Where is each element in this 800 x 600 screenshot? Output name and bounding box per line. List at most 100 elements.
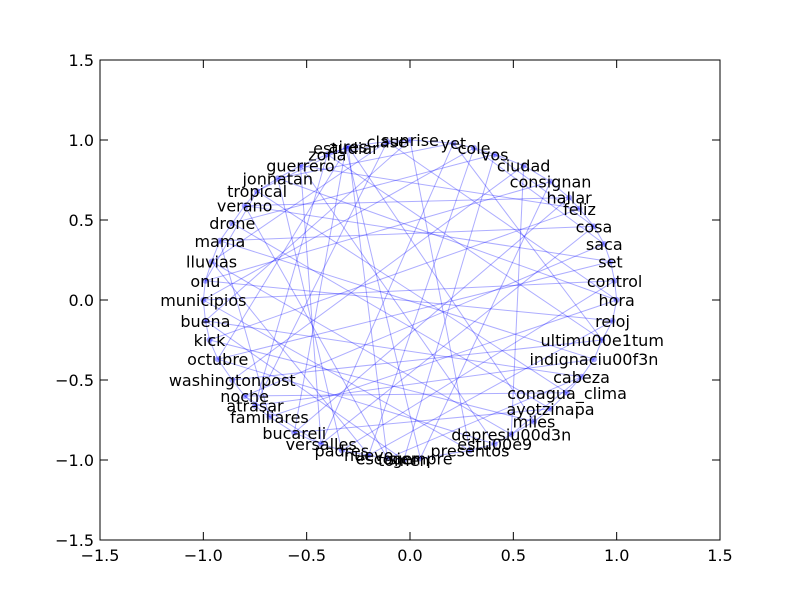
node-6: [520, 162, 527, 169]
edge-51: [345, 147, 421, 459]
node-14: [613, 297, 620, 303]
edge-109: [345, 146, 349, 149]
edge-73: [614, 280, 618, 301]
node-15: [609, 317, 616, 324]
edge-58: [219, 240, 270, 417]
node-24: [466, 447, 473, 454]
edge-88: [341, 449, 369, 456]
node-1: [384, 138, 391, 145]
edge-49: [300, 165, 496, 445]
node-10: [590, 223, 597, 230]
edge-42: [244, 392, 568, 397]
node-label-28: nuevo: [344, 446, 393, 465]
node-label-39: municipios: [160, 291, 246, 310]
edge-70: [593, 226, 605, 245]
edge-41: [205, 320, 582, 378]
node-2: [407, 137, 413, 143]
node-7: [547, 178, 554, 185]
edge-76: [593, 339, 603, 360]
edge-79: [550, 392, 568, 410]
x-tick-label-5: 1.0: [604, 546, 629, 565]
edge-8: [205, 139, 411, 322]
edge-52: [205, 320, 405, 461]
edge-4: [254, 141, 388, 406]
node-label-29: padres: [315, 441, 370, 460]
edge-29: [244, 205, 611, 263]
node-label-9: feliz: [563, 200, 596, 219]
edge-98: [202, 299, 206, 321]
node-label-34: noche: [220, 387, 269, 406]
edge-59: [254, 154, 328, 406]
edge-78: [566, 376, 582, 394]
edge-27: [244, 243, 605, 397]
node-32: [266, 413, 273, 420]
node-label-33: atrasar: [226, 397, 284, 416]
node-27: [384, 455, 391, 462]
edge-39: [219, 240, 595, 360]
node-label-11: saca: [586, 235, 623, 254]
node-label-43: drone: [209, 214, 255, 233]
edge-21: [293, 197, 570, 434]
edge-43: [256, 190, 568, 394]
node-19: [564, 389, 571, 396]
node-label-17: indignaciu00f3n: [529, 350, 658, 369]
y-tick-label-3: 0.0: [69, 291, 94, 310]
edge-86: [387, 457, 404, 461]
edge-69: [579, 208, 595, 227]
node-label-45: tropical: [227, 182, 287, 201]
node-label-20: ayotzinapa: [506, 400, 594, 419]
edge-47: [211, 261, 512, 435]
node-label-30: versalles: [286, 435, 357, 454]
edge-9: [453, 142, 603, 341]
edge-24: [300, 165, 580, 210]
node-label-35: washingtonpost: [169, 371, 296, 390]
y-tick-label-2: −0.5: [55, 371, 94, 390]
edge-93: [244, 395, 256, 406]
node-label-1: clase: [367, 133, 408, 152]
edge-33: [277, 177, 617, 301]
node-label-15: reloj: [595, 312, 630, 331]
x-tick-label-2: −0.5: [287, 546, 326, 565]
node-46: [274, 175, 281, 182]
edge-90: [294, 432, 322, 445]
node-label-38: buena: [180, 312, 230, 331]
node-label-36: octubre: [187, 350, 248, 369]
edge-56: [299, 165, 322, 445]
edge-91: [269, 416, 295, 434]
edge-81: [511, 421, 535, 435]
node-37: [206, 337, 213, 343]
node-label-3: yet: [441, 134, 467, 153]
node-label-14: hora: [599, 291, 635, 310]
node-label-46: jonnatan: [241, 169, 313, 188]
edge-57: [293, 147, 347, 433]
edge-26: [219, 225, 594, 242]
y-tick-label-0: −1.5: [55, 531, 94, 550]
node-49: [342, 145, 349, 151]
node-26: [400, 457, 407, 463]
edge-103: [231, 205, 246, 224]
x-tick-label-6: 1.5: [707, 546, 732, 565]
node-label-31: bucareli: [262, 424, 326, 443]
edge-7: [409, 139, 471, 451]
node-4: [471, 145, 478, 151]
edge-23: [209, 208, 580, 341]
edge-66: [523, 165, 551, 183]
edge-104: [244, 190, 258, 206]
node-label-5: vos: [481, 145, 509, 164]
edge-83: [469, 443, 495, 451]
node-30: [318, 441, 325, 447]
edge-13: [368, 147, 475, 456]
node-label-41: lluvias: [186, 253, 237, 272]
node-29: [338, 447, 345, 454]
node-39: [200, 297, 207, 303]
x-tick-label-0: −1.5: [81, 546, 120, 565]
node-34: [241, 393, 248, 399]
edge-74: [612, 299, 618, 321]
edge-6: [211, 141, 388, 263]
nodes-layer: [200, 137, 620, 463]
node-12: [607, 258, 614, 265]
node-label-40: onu: [190, 272, 220, 291]
y-tick-label-6: 1.5: [69, 51, 94, 70]
node-17: [590, 356, 597, 363]
